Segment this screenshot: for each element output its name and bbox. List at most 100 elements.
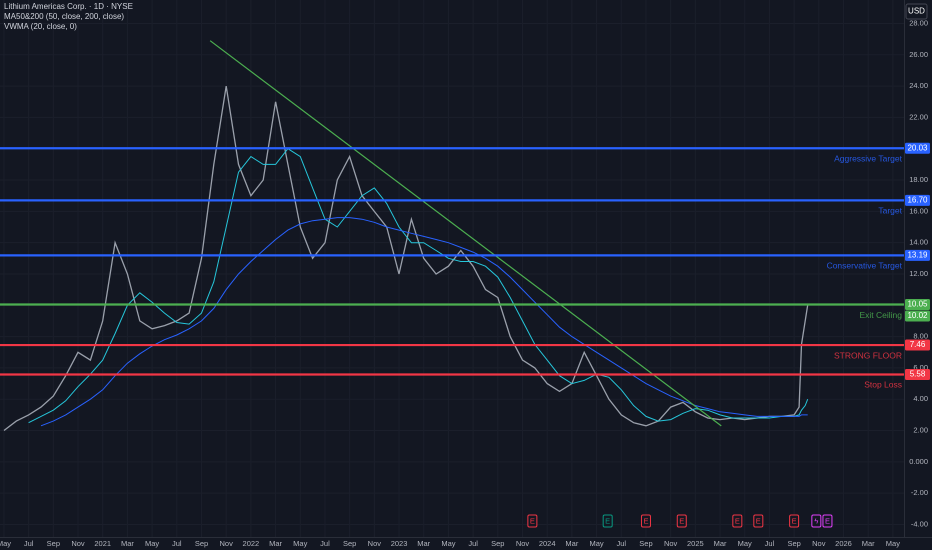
event-marker	[602, 514, 613, 528]
x-tick-label: Nov	[220, 539, 234, 548]
grid	[0, 0, 904, 537]
series-line	[40, 217, 808, 427]
x-tick-label: May	[738, 539, 752, 548]
level-name: STRONG FLOOR	[834, 350, 902, 360]
event-marker	[753, 514, 764, 528]
x-tick-label: Sep	[47, 539, 60, 548]
trendline	[209, 40, 722, 427]
event-label: E	[530, 516, 535, 525]
level-tag-label: 20.03	[907, 143, 928, 152]
event-label: E	[735, 516, 740, 525]
level-name: Target	[878, 206, 902, 216]
x-tick-label: May	[293, 539, 307, 548]
y-tick-label: 8.00	[913, 332, 928, 341]
x-tick-label: Nov	[516, 539, 530, 548]
level-tag	[905, 299, 930, 311]
currency-button[interactable]	[905, 3, 928, 20]
level-tag-label: 16.70	[907, 196, 928, 205]
x-tick-label: May	[886, 539, 900, 548]
x-tick-label: Mar	[714, 539, 727, 548]
event-label: ϟ	[814, 516, 818, 525]
event-label: E	[792, 516, 797, 525]
y-tick-label: -2.00	[911, 488, 928, 497]
level-tag	[905, 368, 930, 380]
event-marker	[527, 514, 538, 528]
y-tick-label: 14.00	[909, 238, 928, 247]
x-tick-label: Mar	[269, 539, 282, 548]
y-tick-label: 16.00	[909, 206, 928, 215]
x-tick-label: Jul	[172, 539, 182, 548]
x-tick-label: 2023	[391, 539, 408, 548]
currency[interactable]: USD	[908, 7, 925, 16]
last-price-label: 10.02	[907, 311, 928, 320]
plot: Aggressive Target Target Conservative Targ…	[0, 40, 904, 432]
x-tick-label: 2025	[687, 539, 704, 548]
event-label: E	[756, 516, 761, 525]
x-tick-label: Jul	[24, 539, 34, 548]
series-line	[28, 148, 809, 424]
axes: 28.0026.0024.0022.0020.0018.0016.0014.00…	[0, 18, 930, 548]
level-name: Exit Ceiling	[859, 310, 902, 320]
level-tag-label: 10.05	[907, 300, 928, 309]
x-tick-label: Mar	[862, 539, 875, 548]
event-label: E	[825, 516, 830, 525]
x-tick-label: Jul	[765, 539, 775, 548]
y-tick-label: 24.00	[909, 81, 928, 90]
event-label: E	[605, 516, 610, 525]
x-tick-label: May	[589, 539, 603, 548]
x-tick-label: 2024	[539, 539, 556, 548]
x-tick-label: Sep	[787, 539, 800, 548]
x-tick-label: Sep	[639, 539, 652, 548]
y-tick-label: 2.00	[913, 426, 928, 435]
y-tick-label: 4.00	[913, 394, 928, 403]
x-tick-label: Sep	[195, 539, 208, 548]
level-tag-label: 7.46	[910, 340, 926, 349]
event-marker	[811, 514, 822, 528]
x-tick-label: 2021	[94, 539, 111, 548]
x-tick-label: Mar	[121, 539, 134, 548]
event-marker	[822, 514, 833, 528]
x-tick-label: Jul	[320, 539, 330, 548]
series-line	[3, 85, 809, 432]
level-tag	[905, 339, 930, 351]
level-tag	[905, 194, 930, 206]
x-tick-label: Nov	[71, 539, 85, 548]
x-tick-label: Mar	[417, 539, 430, 548]
level-name: Aggressive Target	[834, 154, 903, 164]
x-tick-label: May	[0, 539, 11, 548]
level-tag	[905, 142, 930, 154]
x-tick-label: Nov	[812, 539, 826, 548]
x-tick-label: Jul	[616, 539, 626, 548]
x-tick-label: Sep	[491, 539, 504, 548]
x-tick-label: Mar	[565, 539, 578, 548]
x-tick-label: May	[441, 539, 455, 548]
y-tick-label: 26.00	[909, 50, 928, 59]
x-tick-label: 2022	[243, 539, 260, 548]
x-tick-label: Nov	[368, 539, 382, 548]
level-name: Stop Loss	[864, 380, 902, 390]
x-tick-label: May	[145, 539, 159, 548]
level-name: Conservative Target	[827, 261, 903, 271]
event-marker	[732, 514, 743, 528]
event-label: E	[643, 516, 648, 525]
x-tick-label: 2026	[835, 539, 852, 548]
level-tag	[905, 249, 930, 261]
y-tick-label: 18.00	[909, 175, 928, 184]
legend-symbol: Lithium Americas Corp. · 1D · NYSE	[4, 2, 133, 11]
legend-vwma: VWMA (20, close, 0)	[4, 22, 77, 31]
y-tick-label: 12.00	[909, 269, 928, 278]
y-tick-label: 28.00	[909, 18, 928, 27]
x-tick-label: Nov	[664, 539, 678, 548]
y-tick-label: 6.00	[913, 363, 928, 372]
level-tag-label: 5.58	[910, 370, 926, 379]
level-tag-label: 13.19	[907, 250, 928, 259]
last-price-tag	[905, 310, 930, 322]
x-tick-label: Sep	[343, 539, 356, 548]
x-tick-label: Jul	[468, 539, 478, 548]
y-tick-label: 0.000	[909, 457, 928, 466]
event-marker	[676, 514, 687, 528]
y-tick-label: 22.00	[909, 112, 928, 121]
legend-ma: MA50&200 (50, close, 200, close)	[4, 12, 124, 21]
event-label: E	[679, 516, 684, 525]
